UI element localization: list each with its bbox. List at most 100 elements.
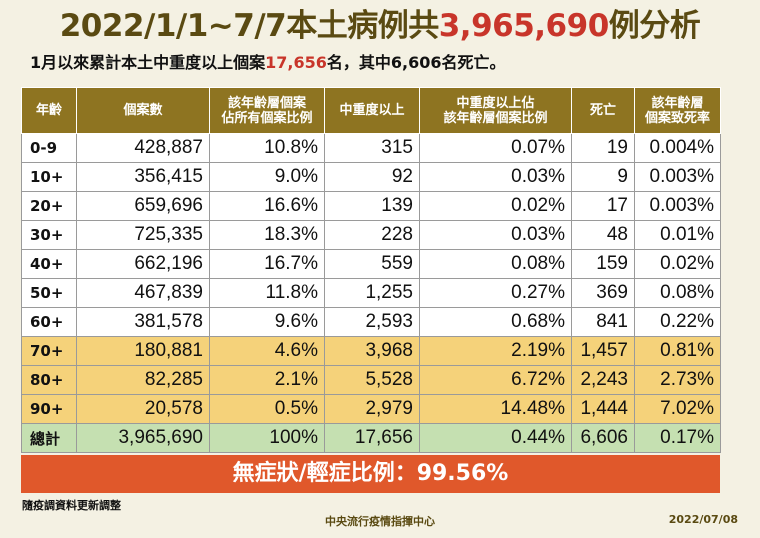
column-header: 個案數 xyxy=(76,87,210,134)
deaths-cell: 6,606 xyxy=(571,423,635,453)
share-cell: 10.8% xyxy=(209,133,325,163)
fatality-rate-cell: 0.81% xyxy=(634,336,721,366)
severe-cell: 17,656 xyxy=(324,423,420,453)
share-cell: 16.7% xyxy=(209,249,325,279)
table-row: 總計 3,965,690 100% 17,656 0.44% 6,606 0.17% xyxy=(21,423,721,453)
severe-cell: 139 xyxy=(324,191,420,221)
cases-cell: 428,887 xyxy=(76,133,210,163)
cases-cell: 20,578 xyxy=(76,394,210,424)
severe-cell: 559 xyxy=(324,249,420,279)
fatality-rate-cell: 0.22% xyxy=(634,307,721,337)
table-body: 0-9 428,887 10.8% 315 0.07% 19 0.004% 10+ 356,41… xyxy=(21,133,721,453)
age-group-table: 年齡 個案數 該年齡層個案 佔所有個案比例 中重度以上 中重度以上佔 該年齡層個案比例死… xyxy=(21,87,721,453)
age-cell: 40+ xyxy=(21,249,77,279)
share-cell: 9.0% xyxy=(209,162,325,192)
age-cell: 60+ xyxy=(21,307,77,337)
deaths-cell: 1,444 xyxy=(571,394,635,424)
severe-ratio-cell: 0.27% xyxy=(419,278,572,308)
fatality-rate-cell: 0.003% xyxy=(634,162,721,192)
fatality-rate-cell: 0.004% xyxy=(634,133,721,163)
age-cell: 50+ xyxy=(21,278,77,308)
severe-cell: 92 xyxy=(324,162,420,192)
cases-cell: 662,196 xyxy=(76,249,210,279)
severe-ratio-cell: 0.07% xyxy=(419,133,572,163)
column-header: 該年齡層 個案致死率 xyxy=(634,87,721,134)
title-total-cases: 3,965,690 xyxy=(438,8,610,44)
age-cell: 20+ xyxy=(21,191,77,221)
age-cell: 90+ xyxy=(21,394,77,424)
organization-name: 中央流行疫情指揮中心 xyxy=(325,515,435,528)
table-row: 80+ 82,285 2.1% 5,528 6.72% 2,243 2.73% xyxy=(21,365,721,395)
title-prefix: 2022/1/1~7/7本土病例共 xyxy=(59,8,440,44)
table-header-row: 年齡 個案數 該年齡層個案 佔所有個案比例 中重度以上 中重度以上佔 該年齡層個案比例死… xyxy=(21,87,721,134)
severe-cell: 2,979 xyxy=(324,394,420,424)
severe-ratio-cell: 0.44% xyxy=(419,423,572,453)
severe-ratio-cell: 0.03% xyxy=(419,220,572,250)
severe-cell: 5,528 xyxy=(324,365,420,395)
cases-cell: 356,415 xyxy=(76,162,210,192)
subtitle-severe-count: 17,656 xyxy=(265,53,327,72)
severe-cell: 2,593 xyxy=(324,307,420,337)
share-cell: 9.6% xyxy=(209,307,325,337)
age-cell: 30+ xyxy=(21,220,77,250)
share-cell: 4.6% xyxy=(209,336,325,366)
cases-cell: 3,965,690 xyxy=(76,423,210,453)
table-row: 50+ 467,839 11.8% 1,255 0.27% 369 0.08% xyxy=(21,278,721,308)
cases-cell: 82,285 xyxy=(76,365,210,395)
column-header: 中重度以上佔 該年齡層個案比例 xyxy=(419,87,572,134)
table-row: 30+ 725,335 18.3% 228 0.03% 48 0.01% xyxy=(21,220,721,250)
deaths-cell: 2,243 xyxy=(571,365,635,395)
subtitle-prefix: 1月以來累計本土中重度以上個案 xyxy=(30,53,266,72)
table-row: 10+ 356,415 9.0% 92 0.03% 9 0.003% xyxy=(21,162,721,192)
deaths-cell: 48 xyxy=(571,220,635,250)
share-cell: 18.3% xyxy=(209,220,325,250)
severe-ratio-cell: 0.08% xyxy=(419,249,572,279)
cases-cell: 180,881 xyxy=(76,336,210,366)
fatality-rate-cell: 0.08% xyxy=(634,278,721,308)
publish-date: 2022/07/08 xyxy=(668,513,738,526)
share-cell: 100% xyxy=(209,423,325,453)
table-row: 20+ 659,696 16.6% 139 0.02% 17 0.003% xyxy=(21,191,721,221)
fatality-rate-cell: 7.02% xyxy=(634,394,721,424)
table-row: 0-9 428,887 10.8% 315 0.07% 19 0.004% xyxy=(21,133,721,163)
deaths-cell: 17 xyxy=(571,191,635,221)
age-cell: 80+ xyxy=(21,365,77,395)
column-header: 中重度以上 xyxy=(324,87,420,134)
age-cell: 10+ xyxy=(21,162,77,192)
footnote: 隨疫調資料更新調整 xyxy=(22,499,121,512)
severe-ratio-cell: 14.48% xyxy=(419,394,572,424)
age-cell: 70+ xyxy=(21,336,77,366)
subtitle-suffix: 名，其中6,606名死亡。 xyxy=(326,53,506,72)
fatality-rate-cell: 0.01% xyxy=(634,220,721,250)
severe-cell: 228 xyxy=(324,220,420,250)
fatality-rate-cell: 0.17% xyxy=(634,423,721,453)
share-cell: 2.1% xyxy=(209,365,325,395)
table-row: 70+ 180,881 4.6% 3,968 2.19% 1,457 0.81% xyxy=(21,336,721,366)
cases-cell: 725,335 xyxy=(76,220,210,250)
severe-ratio-cell: 0.68% xyxy=(419,307,572,337)
deaths-cell: 9 xyxy=(571,162,635,192)
page-subtitle: 1月以來累計本土中重度以上個案17,656名，其中6,606名死亡。 xyxy=(30,50,750,76)
deaths-cell: 1,457 xyxy=(571,336,635,366)
deaths-cell: 841 xyxy=(571,307,635,337)
cases-cell: 467,839 xyxy=(76,278,210,308)
share-cell: 16.6% xyxy=(209,191,325,221)
share-cell: 11.8% xyxy=(209,278,325,308)
severe-ratio-cell: 0.03% xyxy=(419,162,572,192)
column-header: 死亡 xyxy=(571,87,635,134)
severe-ratio-cell: 6.72% xyxy=(419,365,572,395)
severe-cell: 3,968 xyxy=(324,336,420,366)
fatality-rate-cell: 0.003% xyxy=(634,191,721,221)
severe-cell: 1,255 xyxy=(324,278,420,308)
table-row: 60+ 381,578 9.6% 2,593 0.68% 841 0.22% xyxy=(21,307,721,337)
column-header: 年齡 xyxy=(21,87,77,134)
table-row: 40+ 662,196 16.7% 559 0.08% 159 0.02% xyxy=(21,249,721,279)
severe-ratio-cell: 2.19% xyxy=(419,336,572,366)
deaths-cell: 19 xyxy=(571,133,635,163)
deaths-cell: 159 xyxy=(571,249,635,279)
share-cell: 0.5% xyxy=(209,394,325,424)
cases-cell: 381,578 xyxy=(76,307,210,337)
fatality-rate-cell: 0.02% xyxy=(634,249,721,279)
cases-cell: 659,696 xyxy=(76,191,210,221)
asymptomatic-ratio-banner: 無症狀/輕症比例：99.56% xyxy=(21,455,720,493)
